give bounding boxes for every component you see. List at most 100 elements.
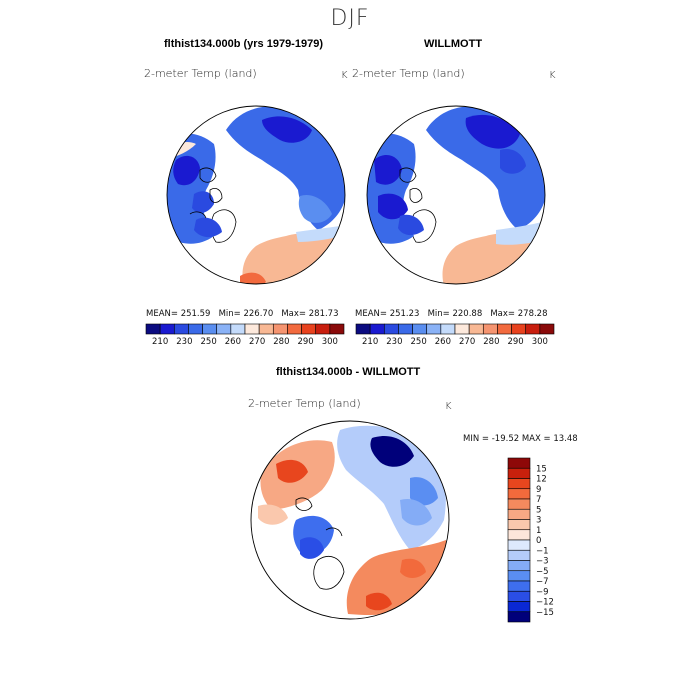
model-polar-map [167, 106, 345, 284]
obs-colorbar-tick-label: 290 [507, 337, 523, 347]
diff-colorbar-tick-label: −3 [536, 557, 549, 567]
obs-colorbar-tick-label: 210 [362, 337, 378, 347]
obs-colorbar-swatch [468, 323, 484, 335]
model-max-label: Max= [281, 309, 307, 319]
obs-colorbar-swatch [355, 323, 371, 335]
obs-colorbar-swatch [482, 323, 498, 335]
obs-min-label: Min= [427, 309, 450, 319]
model-min-value: 226.70 [243, 309, 274, 319]
obs-min-value: 220.88 [452, 309, 483, 319]
diff-colorbar-swatch [507, 601, 531, 613]
obs-colorbar-swatch [412, 323, 428, 335]
model-colorbar-tick-label: 230 [176, 337, 192, 347]
diff-variable-label: 2-meter Temp (land) [248, 397, 361, 410]
obs-mean-label: MEAN= [355, 309, 387, 319]
obs-variable-label: 2-meter Temp (land) [352, 67, 465, 80]
diff-max-value: 13.48 [553, 434, 578, 444]
diff-colorbar-tick-label: 5 [536, 505, 541, 515]
model-colorbar-tick-label: 300 [322, 337, 338, 347]
obs-colorbar-tick-label: 280 [483, 337, 499, 347]
obs-mean-value: 251.23 [389, 309, 420, 319]
model-colorbar-tick-label: 210 [152, 337, 168, 347]
diff-colorbar-tick-label: −12 [536, 598, 554, 608]
obs-colorbar-swatch [454, 323, 470, 335]
diff-stats: MIN = -19.52 MAX = 13.48 [463, 434, 578, 444]
diff-colorbar-tick-label: −7 [536, 577, 549, 587]
model-stats: MEAN= 251.59 Min= 226.70 Max= 281.73 [146, 309, 339, 319]
diff-colorbar-swatch [507, 549, 531, 561]
obs-colorbar-tick-label: 270 [459, 337, 475, 347]
model-colorbar-swatch [301, 323, 317, 335]
diff-colorbar-swatch [507, 560, 531, 572]
obs-colorbar-swatch [398, 323, 413, 335]
diff-colorbar-tick-label: −9 [536, 587, 549, 597]
diff-colorbar-swatch [507, 488, 531, 500]
obs-colorbar-tick-label: 300 [532, 337, 548, 347]
model-colorbar-swatch [202, 323, 218, 335]
model-colorbar-swatch [188, 323, 203, 335]
model-colorbar-tick-label: 270 [249, 337, 265, 347]
diff-colorbar-swatch [507, 529, 531, 541]
model-panel-heading: flthist134.000b (yrs 1979-1979) [164, 38, 323, 50]
model-max-value: 281.73 [308, 309, 339, 319]
diff-min-value: -19.52 [491, 434, 520, 444]
diff-colorbar-tick-label: 1 [536, 526, 541, 536]
model-colorbar-tick-label: 250 [201, 337, 217, 347]
model-min-label: Min= [218, 309, 241, 319]
diff-colorbar-swatch [507, 457, 531, 469]
diff-colorbar-swatch [507, 539, 531, 551]
model-mean-label: MEAN= [146, 309, 178, 319]
model-mean-value: 251.59 [180, 309, 211, 319]
obs-colorbar-swatch [426, 323, 442, 335]
diff-colorbar-tick-label: 3 [536, 516, 541, 526]
diff-colorbar-tick-label: 15 [536, 464, 547, 474]
diff-min-label: MIN = [463, 434, 490, 444]
model-colorbar-swatch [244, 323, 260, 335]
diff-max-label: MAX = [521, 434, 551, 444]
diff-polar-map [251, 421, 449, 619]
diff-colorbar-swatch [507, 590, 531, 602]
model-colorbar: 210 230 250 260 270 280 290 300 [145, 323, 345, 347]
diff-colorbar-swatch [507, 611, 531, 623]
model-colorbar-swatch [272, 323, 288, 335]
diff-colorbar-tick-label: 9 [536, 485, 541, 495]
diff-colorbar-swatch [507, 519, 531, 531]
diff-colorbar-swatch [507, 498, 531, 510]
model-colorbar-tick-label: 280 [273, 337, 289, 347]
diff-colorbar-swatch [507, 580, 531, 592]
diff-colorbar-tick-label: 7 [536, 495, 541, 505]
diff-colorbar-swatch [507, 508, 531, 520]
obs-colorbar-swatch [497, 323, 512, 335]
model-colorbar-tick-label: 260 [225, 337, 241, 347]
obs-colorbar-swatch [539, 323, 555, 335]
diff-colorbar-swatch [507, 570, 531, 582]
diff-colorbar-tick-label: −1 [536, 546, 549, 556]
obs-colorbar-swatch [383, 323, 399, 335]
obs-colorbar-tick-label: 250 [411, 337, 427, 347]
diff-colorbar-tick-label: −5 [536, 567, 549, 577]
page-title: DJF [330, 6, 370, 31]
model-colorbar-swatch [258, 323, 274, 335]
model-colorbar-swatch [159, 323, 175, 335]
model-variable-label: 2-meter Temp (land) [144, 67, 257, 80]
model-colorbar-swatch [173, 323, 189, 335]
diff-colorbar-swatch [507, 467, 531, 479]
model-colorbar-swatch [329, 323, 345, 335]
diff-unit-label: K [445, 401, 452, 412]
obs-colorbar-swatch [525, 323, 541, 335]
obs-unit-label: K [549, 70, 556, 81]
diff-panel-heading: flthist134.000b - WILLMOTT [276, 366, 421, 378]
diff-colorbar-swatch [507, 478, 531, 490]
diff-colorbar-tick-label: 12 [536, 475, 547, 485]
model-colorbar-swatch [216, 323, 232, 335]
diff-colorbar-tick-label: 0 [536, 536, 541, 546]
obs-stats: MEAN= 251.23 Min= 220.88 Max= 278.28 [355, 309, 548, 319]
model-colorbar-swatch [315, 323, 331, 335]
obs-colorbar-tick-label: 260 [435, 337, 451, 347]
model-colorbar-swatch [230, 323, 246, 335]
model-colorbar-swatch [287, 323, 302, 335]
diff-colorbar-tick-label: −15 [536, 608, 554, 618]
obs-colorbar-swatch [369, 323, 385, 335]
